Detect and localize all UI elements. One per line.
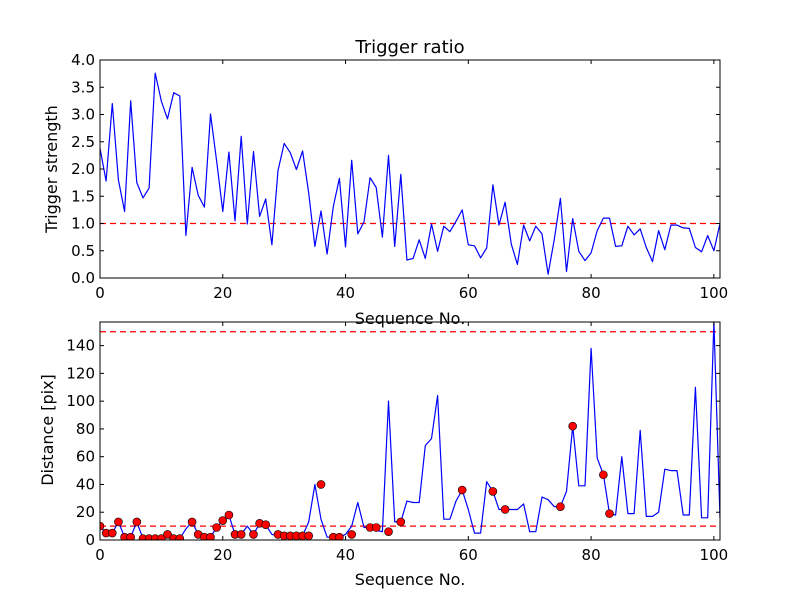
data-point [396,517,406,527]
series-line [100,72,720,275]
y-tick-label: 1.0 [71,215,95,233]
data-point [175,534,185,540]
x-tick-label: 100 [700,284,729,302]
y-tick-label: 0 [85,531,95,549]
data-point [261,520,271,530]
x-tick-label: 80 [582,546,601,564]
y-tick-label: 4.0 [71,51,95,69]
y-tick-label: 0.0 [71,269,95,287]
data-point [335,532,344,540]
plot-area: 0 20 40 60 80 100 0.0 0.5 1.0 1.5 2.0 2.5 3.0 3.5 4.0 [71,51,728,302]
x-tick-label: 40 [336,546,355,564]
y-tick-label: 120 [66,364,95,382]
data-point [488,487,498,496]
data-layer [100,322,720,540]
data-point [157,534,166,540]
y-tick-label: 2.0 [71,160,95,178]
chart-title: Trigger ratio [354,37,464,58]
data-point [126,532,135,540]
x-tick-label: 80 [582,284,601,302]
data-point [599,470,608,480]
data-point [304,531,314,540]
y-tick-label: 80 [76,420,95,438]
y-tick-label: 1.5 [71,187,95,205]
data-point [100,521,105,531]
x-tick-label: 20 [213,284,232,302]
data-point [212,523,221,532]
x-tick-label: 0 [95,284,105,302]
x-tick-label: 60 [459,546,478,564]
y-tick-label: 40 [76,475,95,493]
x-tick-label: 100 [700,546,729,564]
y-tick-label: 20 [76,503,95,521]
data-point [224,510,234,520]
distance-chart: Distance [pix] Sequence No. 0 20 40 60 80 100… [38,321,729,589]
y-tick-label: 140 [66,337,95,355]
data-point [107,528,117,538]
data-point [556,502,565,511]
data-point [249,530,258,539]
data-point [384,527,393,536]
data-point [206,532,215,540]
data-point [605,509,614,518]
x-tick-label: 40 [336,284,355,302]
data-point [236,530,246,539]
data-point [347,530,356,539]
data-point [114,517,123,527]
y-tick-label: 60 [76,448,95,466]
x-tick-label: 0 [95,546,105,564]
data-point [500,505,510,514]
y-tick-label: 100 [66,392,95,410]
y-tick-label: 3.5 [71,78,95,96]
data-layer [100,72,720,275]
data-point [316,480,326,489]
data-point [163,530,172,539]
plot-area: 0 20 40 60 80 100 0 20 40 60 80 100 120 140 [66,321,729,564]
y-tick-label: 0.5 [71,242,95,260]
x-axis-label: Sequence No. [355,570,466,589]
data-point [568,421,577,431]
data-point [187,517,197,527]
y-tick-label: 3.0 [71,106,95,124]
y-axis-label: Distance [pix] [38,374,57,486]
data-point [132,517,142,527]
y-axis-label: Trigger strength [42,105,61,234]
trigger-ratio-chart: Trigger ratio Trigger strength Sequence … [42,37,728,328]
x-tick-label: 20 [213,546,232,564]
axes-frame [99,321,721,541]
x-tick-label: 60 [459,284,478,302]
x-axis-label: Sequence No. [355,309,466,328]
y-tick-label: 2.5 [71,133,95,151]
data-point [218,516,228,525]
data-point [371,523,381,532]
data-point [457,485,467,495]
